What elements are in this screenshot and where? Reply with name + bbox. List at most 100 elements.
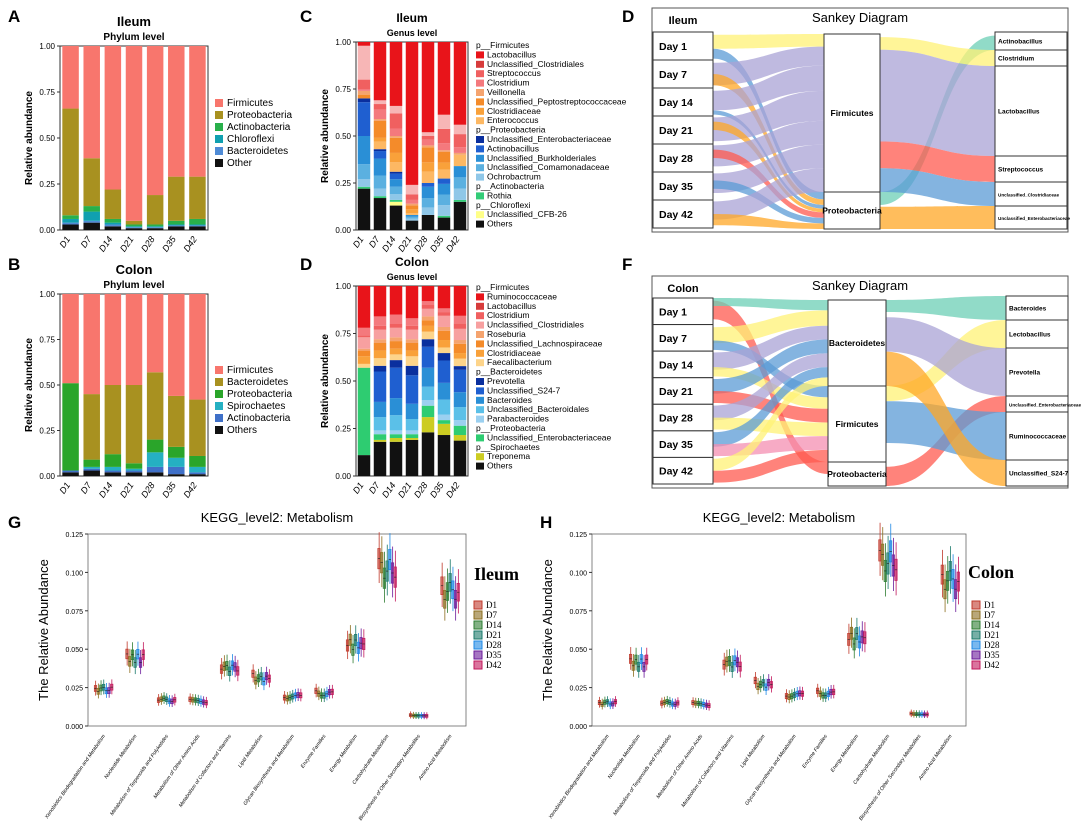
bar-segment-veillonella [453,152,467,155]
bar-segment-unclassified-peptostreptococcaceae [437,151,451,163]
bar-segment-bacteroidetes [104,224,122,227]
bar-segment-others [125,472,143,476]
bar-segment-unclassified-clostridiales [437,315,451,327]
bar-segment-faecalibacterium [453,358,467,367]
y-axis-label: Relative abundance [320,334,331,428]
bar-segment-proteobacteria [83,459,100,467]
x-tick-label: D28 [412,480,430,499]
bar-segment-lactobacillus [389,42,403,106]
sankey-day-node [652,59,714,89]
chart-title: Ileum [117,14,151,29]
x-tick-label: Xenobiotics Biodegradation and Metabolis… [547,733,611,821]
bar-segment-firmicutes [62,294,79,384]
bar-segment-actinobacteria [146,224,164,227]
sankey-phylum-node [823,191,881,230]
bar-segment-veillonella [405,203,419,206]
x-tick-label: D1 [57,480,72,495]
sankey-phylum-label: Firmicutes [836,419,879,429]
y-tick-label: 0.000 [569,724,587,731]
legend-swatch [476,98,484,106]
sankey-link [880,49,995,156]
x-tick-label: D7 [79,480,94,496]
x-tick-label: Amino Acid Metabolism [917,733,954,782]
bar-segment-parabacteroides [405,430,419,435]
bar-segment-spirochaetes [146,452,164,467]
legend-swatch [971,630,981,640]
sankey-link [713,214,824,229]
sankey-day-node [652,31,714,61]
bar-segment-faecalibacterium [405,356,419,366]
bar-segment-unclassified-peptostreptococcaceae [389,137,403,153]
bar-segment-unclassified-clostridiales [373,100,387,105]
legend-label: Proteobacteria [227,389,292,400]
bar-segment-unclassified-clostridiales [453,328,467,341]
panel-letter-c: C [300,7,312,26]
legend-swatch [215,123,223,131]
ileum-kegg-boxplot: KEGG_level2: Metabolism 0.000 0.025 0.050 0.… [36,510,519,822]
sankey-genus-node [994,181,1068,207]
x-tick-label: Lipid Metabolism [739,733,767,769]
sankey-day-label: Day 14 [659,359,693,371]
legend-swatch [215,111,223,119]
bar-segment-ochrobactrum [421,207,435,215]
legend-group-header: p__Firmicutes [476,40,529,50]
bar-segment-clostridiaceae [405,350,419,357]
bar-segment-lactobacillus [373,42,387,101]
bar-segment-others [389,205,403,230]
bar-segment-clostridium [373,325,387,330]
ileum-genus-chart: Ileum Genus level 0.00 0.25 0.50 0.75 1.00 Rela… [320,11,627,254]
legend-swatch [473,620,483,630]
bar-segment-treponema [437,423,451,436]
bar-segment-unclassified-burkholderiales [453,166,467,178]
legend-label: Unclassified_Enterobacteriaceae [487,134,612,144]
bar-segment-unclassified-clostridiales [373,329,387,340]
bar-segment-ruminococcaceae [421,286,435,302]
bar-segment-unclassified-cfb-26 [389,201,403,206]
sankey-genus-label: Lactobacillus [998,109,1040,116]
x-tick-label: D42 [181,480,199,499]
y-tick-label: 0.00 [39,226,55,235]
bar-segment-clostridium [453,323,467,329]
colon-kegg-boxplot: KEGG_level2: Metabolism 0.000 0.025 0.050 0.… [540,510,1014,822]
bar-segment-clostridium [421,305,435,309]
bar-segment-enterococcus [373,141,387,150]
legend-swatch [473,630,483,640]
bar-segment-actinobacteria [83,206,100,212]
bar-segment-proteobacteria [83,158,100,207]
bar-segment-enterococcus [389,162,403,172]
sankey-genus-label: Streptococcus [998,167,1044,174]
bar-segment-lactobacillus [405,318,419,326]
bar-segment-firmicutes [189,294,206,400]
bar-segment-others [189,474,206,476]
bar-segment-rothia [373,196,387,199]
bar-segment-clostridium [373,109,387,120]
bar-segment-ruminococcaceae [437,286,451,309]
x-tick-label: D21 [396,234,414,253]
sankey-link [713,90,824,142]
x-tick-label: Nucleotide Metabolism [607,733,642,780]
bar-segment-proteobacteria [125,220,143,225]
bar-segment-unclassified-peptostreptococcaceae [405,205,419,210]
bar-segment-unclassified-clostridiales [437,114,451,129]
y-tick-label: 1.00 [39,42,55,51]
sankey-genus-node [1005,459,1069,487]
x-tick-label: Glycan Biosynthesis and Metabolism [744,733,798,806]
legend-label: Firmicutes [227,365,273,376]
bar-segment-parabacteroides [453,420,467,426]
bar-segment-other [146,228,164,230]
bar-segment-chloroflexi [125,226,143,228]
legend-swatch [476,60,484,68]
bar-segment-prevotella [421,339,435,347]
legend-swatch [473,660,483,670]
legend-swatch [971,650,981,660]
sankey-genus-label: Clostridium [998,56,1034,63]
bar-segment-actinobacillus [389,173,403,180]
x-tick-label: D1 [351,480,366,495]
y-tick-label: 0.50 [335,377,351,386]
x-tick-label: D28 [139,234,157,253]
sankey-day-label: Day 1 [659,41,687,53]
y-tick-label: 0.125 [569,532,587,539]
sankey-genus-label: Lectobacillus [1009,332,1051,339]
bar-segment-veillonella [421,145,435,148]
y-tick-label: 1.00 [39,290,55,299]
